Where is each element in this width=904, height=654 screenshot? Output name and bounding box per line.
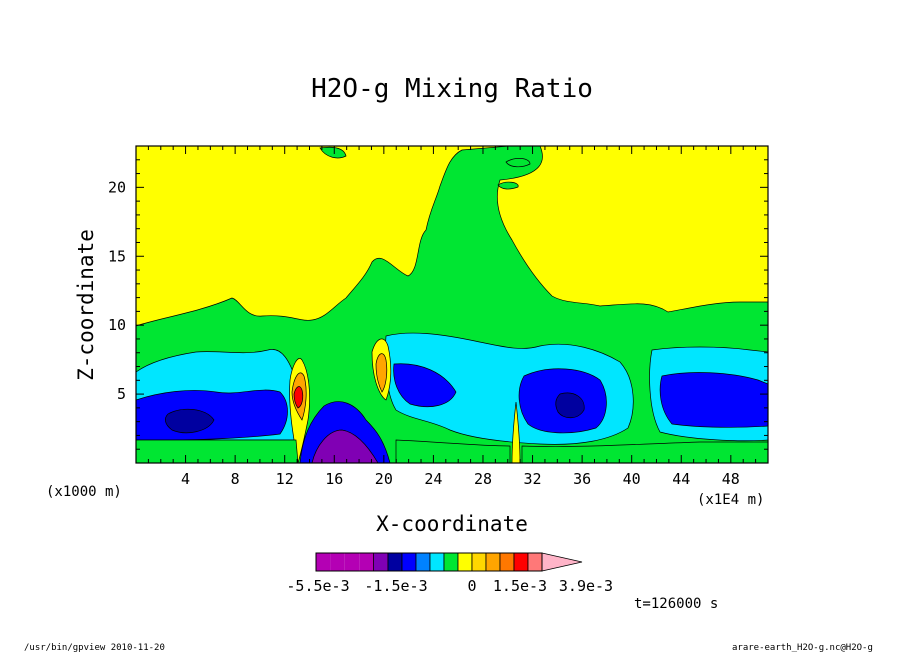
colorbar-label: 1.5e-3	[493, 577, 547, 595]
x-tick-label: 24	[424, 470, 442, 488]
bottom-green-right2	[521, 441, 768, 463]
footer-right: arare-earth_H2O-g.nc@H2O-g	[732, 643, 873, 653]
x-unit-left: (x1000 m)	[46, 484, 122, 500]
x-tick-label: 36	[573, 470, 591, 488]
blue-left	[136, 389, 288, 441]
plot-frame	[135, 145, 769, 464]
purple-core	[311, 429, 379, 463]
tower-left-red	[293, 386, 304, 409]
colorbar-label: 3.9e-3	[559, 577, 613, 595]
tower-narrow	[511, 401, 521, 463]
colorbar-label: -5.5e-3	[286, 577, 349, 595]
bottom-green	[136, 439, 299, 463]
x-tick-label: 28	[474, 470, 492, 488]
colorbar-segment	[429, 552, 445, 572]
colorbar-label: -1.5e-3	[364, 577, 427, 595]
colorbar-arrow	[541, 552, 583, 572]
y-tick-label: 20	[108, 178, 126, 196]
colorbar-segment	[527, 552, 543, 572]
colorbar-segment	[443, 552, 459, 572]
y-tick-label: 15	[108, 247, 126, 265]
colorbar-segment	[359, 553, 374, 571]
x-tick-label: 20	[375, 470, 393, 488]
x-tick-label: 48	[722, 470, 740, 488]
x-tick-label: 40	[623, 470, 641, 488]
contour-fills	[136, 146, 768, 463]
footer-left: /usr/bin/gpview 2010-11-20	[24, 643, 165, 653]
colorbar-segment	[330, 553, 345, 571]
x-tick-label: 8	[231, 470, 240, 488]
x-tick-label: 16	[325, 470, 343, 488]
y-tick-label: 10	[108, 316, 126, 334]
colorbar-segment	[485, 552, 501, 572]
colorbar-segment	[457, 552, 473, 572]
blue-far-right	[659, 372, 768, 428]
colorbar-label: 0	[467, 577, 476, 595]
colorbar-segment	[401, 552, 417, 572]
x-axis-label: X-coordinate	[376, 512, 528, 536]
colorbar-segment	[373, 552, 389, 572]
tower-right-orange	[375, 353, 388, 393]
green-blob-small2	[497, 181, 519, 190]
colorbar-outline	[315, 552, 543, 572]
green-blob-small	[505, 158, 531, 168]
green-blob-top	[319, 146, 347, 159]
colorbar: -5.5e-3 -1.5e-3 0 1.5e-3 3.9e-3	[286, 552, 613, 595]
blue-middle	[393, 363, 457, 407]
y-tick-label: 5	[117, 385, 126, 403]
chart-title: H2O-g Mixing Ratio	[311, 74, 593, 104]
colorbar-segment	[415, 552, 431, 572]
x-unit-right: (x1E4 m)	[697, 492, 765, 508]
colorbar-segment	[316, 553, 331, 571]
colorbar-segment	[471, 552, 487, 572]
colorbar-segment	[387, 552, 403, 572]
darkblue-right	[555, 392, 585, 419]
x-tick-label: 12	[276, 470, 294, 488]
colorbar-segment	[344, 553, 360, 571]
colorbar-segment	[499, 552, 515, 572]
time-label: t=126000 s	[634, 596, 719, 612]
x-tick-label: 4	[181, 470, 190, 488]
bottom-green-right	[395, 439, 511, 463]
x-tick-label: 32	[524, 470, 542, 488]
colorbar-segment	[513, 552, 529, 572]
x-tick-label: 44	[672, 470, 690, 488]
darkblue-left	[165, 408, 215, 434]
